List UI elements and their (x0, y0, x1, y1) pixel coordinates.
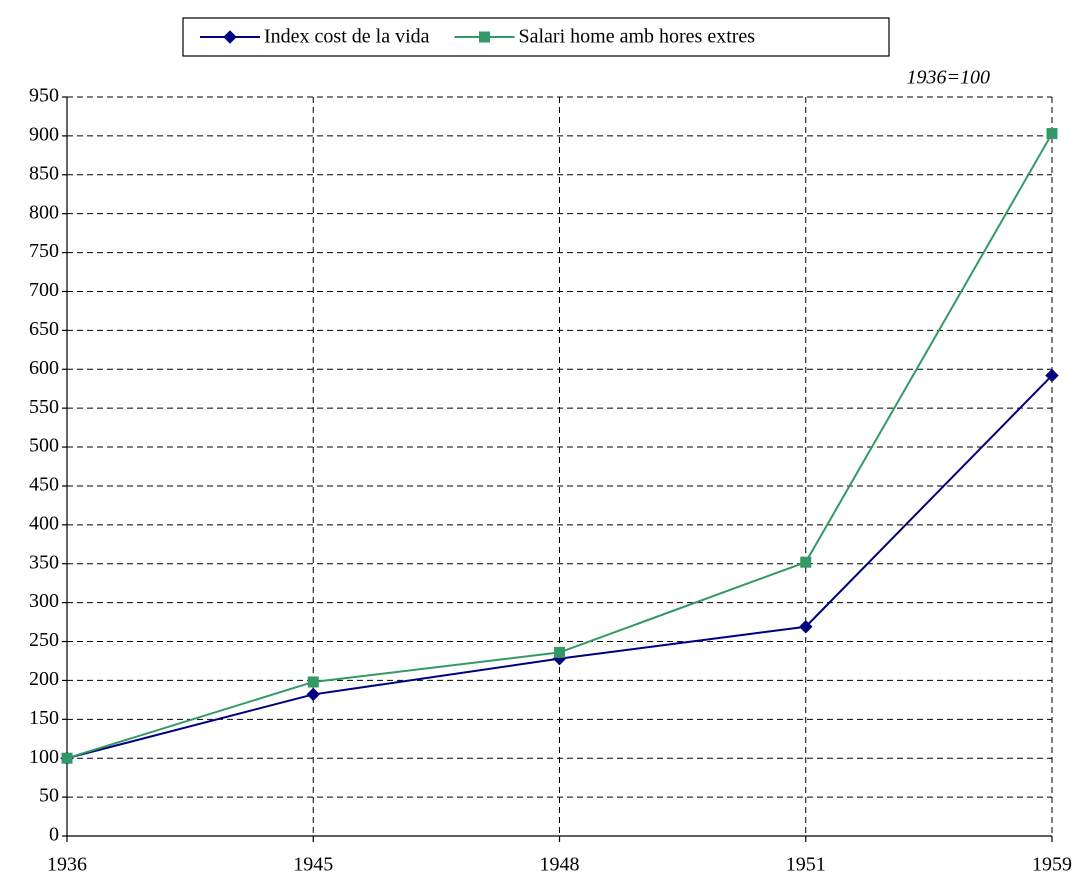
legend-label: Salari home amb hores extres (519, 26, 756, 48)
y-tick-label: 100 (29, 746, 59, 768)
y-tick-label: 400 (29, 512, 59, 534)
y-tick-label: 250 (29, 629, 59, 651)
y-tick-label: 150 (29, 707, 59, 729)
data-point (61, 752, 73, 764)
y-tick-label: 200 (29, 668, 59, 690)
data-point (307, 676, 319, 688)
data-point (1046, 128, 1058, 140)
y-tick-label: 850 (29, 162, 59, 184)
x-tick-label: 1936 (47, 854, 87, 876)
y-tick-label: 600 (29, 357, 59, 379)
y-tick-label: 900 (29, 123, 59, 145)
legend-box (182, 17, 890, 57)
data-point (800, 556, 812, 568)
y-tick-label: 800 (29, 201, 59, 223)
legend-marker (479, 31, 490, 43)
legend: Index cost de la vida Salari home amb hor… (182, 17, 890, 57)
y-tick-label: 950 (29, 85, 59, 107)
x-tick-label: 1945 (293, 854, 333, 876)
y-tick-label: 450 (29, 474, 59, 496)
y-tick-label: 0 (49, 824, 59, 846)
y-tick-label: 700 (29, 279, 59, 301)
data-point (554, 646, 565, 658)
y-tick-label: 50 (39, 785, 59, 807)
y-tick-label: 350 (29, 551, 59, 573)
y-tick-label: 650 (29, 318, 59, 340)
y-tick-label: 500 (29, 435, 59, 457)
data-point (1045, 368, 1059, 383)
y-tick-label: 550 (29, 396, 59, 418)
x-tick-label: 1959 (1032, 854, 1072, 876)
annotation: 1936=100 (907, 67, 991, 89)
x-tick-label: 1951 (786, 854, 826, 876)
data-point (306, 687, 320, 702)
data-point (799, 620, 813, 634)
legend-marker (223, 30, 237, 44)
x-tick-label: 1948 (540, 854, 580, 876)
y-tick-label: 750 (29, 240, 59, 262)
legend-label: Index cost de la vida (264, 26, 430, 48)
y-tick-label: 300 (29, 590, 59, 612)
